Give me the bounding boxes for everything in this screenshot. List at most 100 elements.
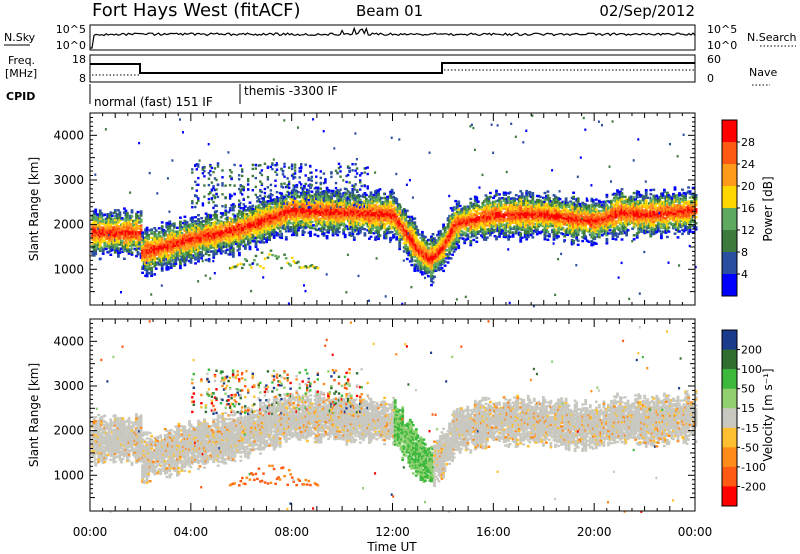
power-cell — [117, 237, 120, 240]
power-cell — [263, 257, 267, 260]
power-cell — [295, 185, 299, 189]
power-cell — [416, 269, 420, 272]
power-cell — [318, 197, 321, 200]
power-cell — [109, 231, 113, 234]
power-cell — [452, 208, 456, 211]
power-cell — [427, 246, 430, 250]
power-cell — [266, 230, 270, 233]
power-cell — [469, 243, 473, 247]
power-cell — [396, 205, 400, 208]
power-cell — [225, 218, 229, 221]
power-cell — [493, 200, 497, 204]
power-cell — [212, 256, 216, 259]
power-cell — [124, 223, 128, 227]
power-cell — [172, 244, 176, 247]
power-cell — [230, 220, 234, 223]
power-cell — [109, 253, 113, 256]
power-cell — [292, 189, 296, 192]
power-cell — [309, 222, 312, 226]
power-cell — [416, 259, 420, 262]
power-cell — [206, 220, 209, 223]
power-cell — [168, 210, 171, 213]
power-cell — [256, 214, 259, 217]
power-cell — [334, 181, 338, 185]
power-cell — [443, 254, 447, 257]
power-cell — [213, 248, 217, 252]
power-cell — [159, 247, 163, 250]
power-cell — [169, 252, 173, 255]
power-cell — [189, 251, 193, 254]
power-cell — [343, 235, 347, 239]
power-cell — [228, 249, 232, 252]
power-cell — [372, 199, 376, 203]
power-cell — [375, 225, 379, 228]
power-cell — [139, 226, 143, 229]
power-cell — [256, 230, 259, 233]
power-cell — [322, 194, 326, 197]
power-cell — [322, 224, 326, 227]
power-cell — [458, 236, 462, 240]
power-cell — [271, 222, 274, 226]
power-cell — [396, 202, 400, 206]
power-cell — [366, 186, 369, 190]
power-cell — [154, 233, 158, 236]
power-cell — [480, 228, 483, 231]
power-cell — [295, 220, 299, 223]
power-cell — [428, 238, 432, 242]
power-cell — [467, 227, 471, 231]
power-cell — [357, 232, 361, 235]
power-cell — [478, 212, 482, 215]
power-cell — [182, 242, 185, 245]
power-cell — [244, 205, 247, 208]
power-cell — [342, 179, 345, 182]
power-cell — [284, 224, 288, 227]
power-cell — [351, 196, 355, 199]
power-cell — [269, 234, 273, 237]
power-cell — [104, 221, 108, 225]
power-cell — [421, 253, 424, 256]
power-cell — [259, 200, 262, 204]
power-cell — [374, 220, 377, 223]
power-cell — [467, 213, 471, 217]
power-cell — [97, 247, 101, 251]
power-cell — [328, 199, 332, 202]
power-cell — [507, 236, 510, 239]
power-cell — [461, 219, 465, 222]
power-cell — [303, 186, 306, 190]
power-cell — [375, 193, 379, 196]
power-cell — [219, 212, 223, 215]
power-cell — [268, 253, 271, 256]
power-cell — [250, 225, 253, 228]
power-cell — [352, 212, 356, 215]
power-cell — [91, 228, 95, 231]
power-cell — [227, 235, 231, 238]
power-cell — [499, 222, 503, 225]
power-cell — [106, 221, 110, 224]
power-cell — [247, 216, 250, 220]
power-cell — [268, 194, 271, 197]
power-cell — [247, 188, 250, 191]
power-cell — [129, 248, 132, 252]
power-cell — [144, 228, 147, 231]
power-cell — [422, 237, 426, 240]
power-cell — [401, 302, 404, 306]
power-cell — [408, 242, 412, 245]
power-cell — [236, 235, 240, 238]
power-cell — [253, 223, 256, 227]
power-cell — [298, 220, 302, 223]
power-cell — [118, 241, 122, 244]
power-cell — [159, 261, 163, 264]
power-cell — [354, 197, 358, 200]
power-cell — [268, 230, 271, 233]
power-cell — [451, 239, 454, 242]
power-cell — [389, 236, 392, 240]
power-cell — [230, 234, 234, 237]
power-cell — [430, 265, 433, 269]
power-cell — [262, 227, 265, 230]
power-cell — [186, 237, 190, 240]
power-cell — [238, 253, 241, 257]
power-cell — [113, 211, 117, 214]
power-cell — [399, 222, 403, 225]
power-cell — [387, 219, 391, 222]
power-cell — [437, 268, 441, 272]
